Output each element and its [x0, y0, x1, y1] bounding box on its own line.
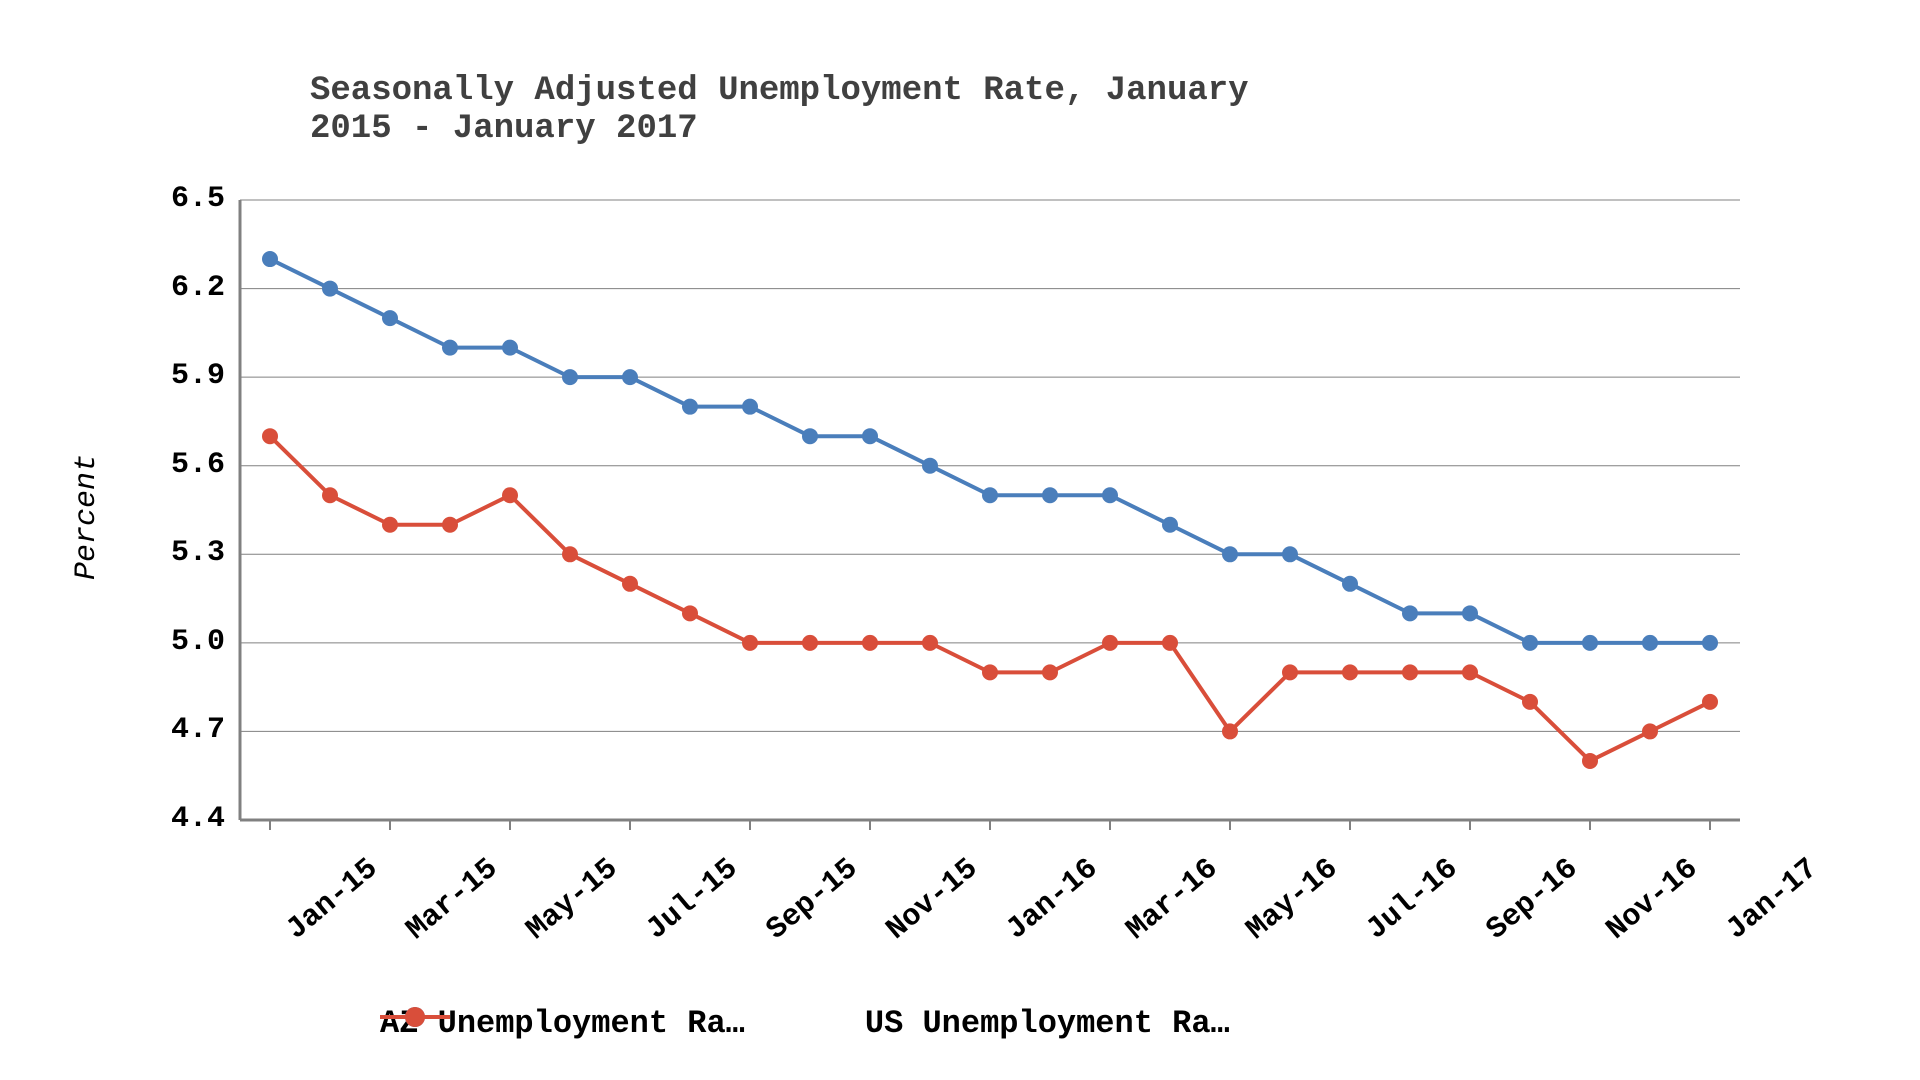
- legend-label-us: US Unemployment Ra…: [865, 1005, 1230, 1042]
- y-tick-label: 6.5: [130, 182, 225, 216]
- legend: AZ Unemployment Ra… US Unemployment Ra…: [380, 1005, 1230, 1042]
- y-tick-label: 5.9: [130, 359, 225, 393]
- y-tick-label: 4.4: [130, 802, 225, 836]
- y-tick-label: 5.6: [130, 448, 225, 482]
- legend-swatch-us: [380, 1005, 450, 1029]
- legend-item-us: US Unemployment Ra…: [865, 1005, 1230, 1042]
- unemployment-chart: Seasonally Adjusted Unemployment Rate, J…: [0, 0, 1920, 1080]
- y-tick-label: 6.2: [130, 271, 225, 305]
- y-tick-label: 4.7: [130, 713, 225, 747]
- y-tick-label: 5.0: [130, 625, 225, 659]
- y-tick-label: 5.3: [130, 536, 225, 570]
